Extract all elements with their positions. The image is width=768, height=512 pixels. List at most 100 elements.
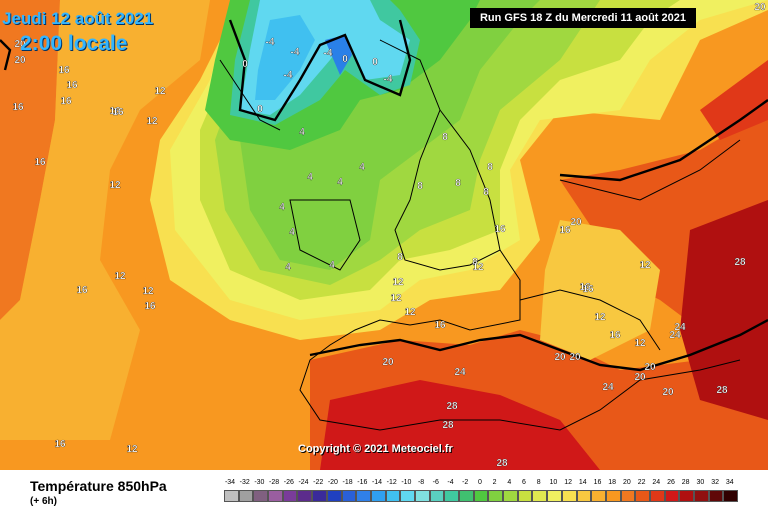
- temperature-value-label: 20: [14, 39, 26, 50]
- temperature-value-label: 4: [337, 177, 343, 188]
- scale-label: -22: [313, 479, 324, 486]
- color-scale-labels: -34 -32 -30 -28 -26 -24 -22 -20 -18 -16 -14 -12 -10-…: [222, 479, 752, 489]
- scale-swatch: [649, 490, 665, 502]
- variable-title: Température 850hPa: [30, 478, 167, 494]
- temperature-value-label: 20: [382, 357, 394, 368]
- scale-swatch: [694, 490, 709, 502]
- scale-swatch: [370, 490, 386, 502]
- scale-label: 2: [492, 479, 497, 486]
- coastline-baltic: [439, 109, 501, 251]
- scale-swatch: [473, 490, 489, 502]
- forecast-local-time: 2:00 locale: [20, 32, 128, 55]
- temperature-value-label: 12: [639, 260, 651, 271]
- scale-swatch: [664, 490, 680, 502]
- scale-label: -24: [298, 479, 309, 486]
- scale-label: -20: [327, 479, 338, 486]
- scale-swatch: [547, 490, 562, 502]
- scale-label: 6: [522, 479, 526, 486]
- scale-swatch: [532, 490, 548, 502]
- scale-swatch: [723, 490, 739, 502]
- scale-swatch: [312, 490, 327, 502]
- temperature-value-label: 12: [472, 262, 484, 273]
- temperature-value-label: 28: [734, 257, 746, 268]
- scale-label: 32: [711, 479, 719, 486]
- isotherm-20-south: [309, 318, 768, 372]
- scale-swatch: [708, 490, 724, 502]
- temperature-value-label: 20: [662, 387, 674, 398]
- temperature-value-label: 20: [554, 352, 566, 363]
- temperature-value-label: 20: [14, 55, 26, 66]
- temperature-value-label: 20: [570, 217, 582, 228]
- scale-swatch: [488, 490, 504, 502]
- zone-east-28: [680, 200, 768, 420]
- scale-swatch: [503, 490, 518, 502]
- scale-label: -16: [357, 479, 368, 486]
- scale-swatch: [297, 490, 313, 502]
- scale-label: 30: [696, 479, 705, 486]
- temperature-value-label: 24: [669, 330, 681, 341]
- scale-label: -30: [254, 479, 265, 486]
- temperature-value-label: 12: [390, 293, 402, 304]
- scale-label: 0: [477, 479, 482, 486]
- temperature-value-label: 20: [644, 362, 656, 373]
- scale-label: 12: [564, 479, 572, 486]
- scale-swatch: [561, 490, 577, 502]
- coastline-isles: [289, 199, 361, 271]
- temperature-value-label: 12: [392, 277, 404, 288]
- scale-label: 16: [593, 479, 602, 486]
- temperature-value-label: 8: [455, 178, 461, 189]
- scale-swatch: [414, 490, 430, 502]
- scale-swatch: [400, 490, 415, 502]
- temperature-value-label: 4: [299, 127, 305, 138]
- scale-label: -34: [224, 479, 236, 486]
- temperature-value-label: 4: [285, 262, 291, 273]
- scale-swatch: [224, 490, 239, 502]
- coastline-main: [299, 39, 741, 431]
- temperature-value-label: 12: [154, 86, 166, 97]
- temperature-value-label: 8: [483, 187, 489, 198]
- temperature-value-label: 24: [454, 367, 466, 378]
- temperature-value-label: -4: [291, 47, 300, 58]
- scale-label: 26: [667, 479, 675, 486]
- temperature-value-label: 8: [397, 252, 403, 263]
- isotherm-20-east: [559, 99, 768, 182]
- scale-label: -4: [447, 479, 454, 486]
- scale-swatch: [635, 490, 650, 502]
- scale-label: -28: [269, 479, 280, 486]
- temperature-value-label: 12: [109, 180, 121, 191]
- scale-label: -8: [417, 479, 425, 486]
- temperature-value-label: 12: [142, 286, 154, 297]
- scale-label: 22: [637, 479, 646, 486]
- temperature-value-label: 4: [359, 162, 365, 173]
- isotherm-zero: [228, 19, 412, 122]
- scale-swatch: [620, 490, 636, 502]
- scale-swatch: [605, 490, 621, 502]
- temperature-value-label: 20: [569, 352, 581, 363]
- temperature-value-label: 16: [579, 282, 591, 293]
- scale-label: -12: [386, 479, 397, 486]
- temperature-value-label: 16: [76, 285, 88, 296]
- zone-20: [0, 0, 60, 320]
- temperature-value-label: -4: [324, 48, 333, 59]
- scale-swatch: [326, 490, 342, 502]
- run-info-banner: Run GFS 18 Z du Mercredi 11 août 2021: [470, 8, 696, 28]
- temperature-value-label: 16: [144, 301, 156, 312]
- forecast-date: Jeudi 12 août 2021: [2, 9, 154, 28]
- temperature-value-label: 28: [716, 385, 728, 396]
- coastline-east: [559, 139, 741, 201]
- scale-label: 10: [549, 479, 558, 486]
- scale-swatch: [576, 490, 592, 502]
- scale-label: 8: [536, 479, 541, 486]
- temperature-value-label: 8: [442, 132, 448, 143]
- temperature-value-label: 16: [54, 439, 66, 450]
- scale-label: -2: [462, 479, 469, 486]
- scale-swatch: [517, 490, 533, 502]
- temperature-value-label: 12: [114, 271, 126, 282]
- temperature-value-label: 0: [257, 104, 263, 115]
- temperature-value-label: -4: [284, 70, 293, 81]
- temperature-value-label: 24: [602, 382, 614, 393]
- isotherm-west: [0, 39, 12, 71]
